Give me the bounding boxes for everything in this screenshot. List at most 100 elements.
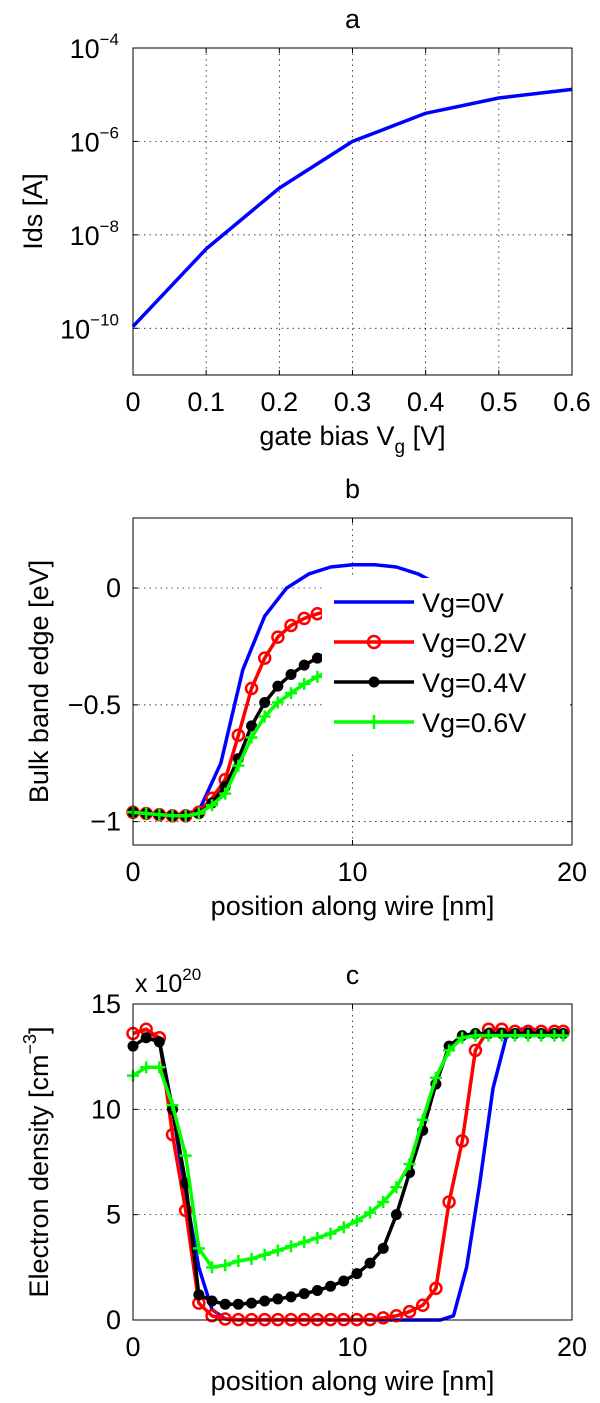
series-line	[132, 1033, 564, 1270]
data-point	[403, 1158, 416, 1171]
data-point	[297, 611, 311, 626]
y-tick-exponent: −8	[100, 217, 119, 236]
data-point	[364, 1257, 376, 1269]
data-point	[271, 630, 285, 644]
data-point	[443, 1044, 456, 1057]
data-point	[246, 720, 258, 732]
legend-marker	[368, 676, 380, 688]
data-point	[153, 1036, 165, 1048]
chart-panel-c: 0 10 20 15 10 5 0 c position along wire [nm] Elec…	[20, 960, 587, 1396]
data-point	[429, 1281, 443, 1296]
data-point	[192, 1242, 205, 1255]
data-point	[298, 1236, 311, 1249]
data-point	[415, 1298, 430, 1313]
data-point	[350, 1214, 363, 1227]
x-tick-label: 0	[125, 1332, 140, 1362]
y-axis-label-end: ]	[24, 1026, 54, 1034]
data-point	[522, 1029, 535, 1042]
x-axis-label-text: gate bias V	[259, 421, 394, 451]
legend-marker	[367, 715, 381, 729]
chart-panel-b: 0 10 20 0 −0.5 −1 b position along wire [nm] Bul…	[24, 474, 587, 921]
data-point	[298, 659, 310, 671]
y-axis-label: Ids [A]	[18, 173, 48, 250]
data-point	[298, 1288, 310, 1300]
x-axis-label-text: position along wire [nm]	[211, 891, 495, 921]
x-tick-label: 0.6	[553, 387, 591, 417]
data-point	[257, 651, 272, 665]
y-tick-label: 10−6	[70, 123, 119, 157]
data-point	[206, 799, 219, 812]
y-tick-exponent: −10	[90, 310, 119, 329]
data-point	[178, 1203, 193, 1218]
data-point	[272, 680, 284, 692]
data-point	[495, 1029, 508, 1042]
axis-multiplier: x 1020	[135, 965, 201, 998]
y-tick-label: 0	[106, 573, 121, 603]
y-tick-label: 10−8	[70, 217, 119, 251]
data-point	[469, 1029, 482, 1042]
chart-title: a	[345, 4, 361, 34]
y-tick-base: 10	[70, 221, 100, 251]
data-point	[258, 710, 271, 723]
data-point	[298, 677, 311, 690]
y-tick-label: 10−10	[60, 310, 119, 344]
data-point	[259, 1295, 271, 1307]
axis-multiplier-base: x 10	[135, 970, 182, 998]
x-tick-label: 10	[337, 1332, 367, 1362]
data-point	[376, 1311, 390, 1325]
y-tick-label: 15	[91, 989, 121, 1019]
y-tick-base: 10	[60, 314, 90, 344]
data-point	[179, 809, 192, 822]
data-point	[258, 1248, 271, 1261]
data-point	[153, 1061, 166, 1074]
x-axis-label-unit: [V]	[405, 421, 446, 451]
data-point	[324, 1227, 337, 1240]
data-point	[259, 697, 271, 709]
data-point	[244, 681, 259, 696]
data-point	[179, 1149, 192, 1162]
x-axis-label: position along wire [nm]	[211, 891, 495, 921]
data-point	[140, 1061, 153, 1074]
data-point	[192, 807, 205, 820]
data-point	[377, 1242, 389, 1254]
data-point	[245, 731, 258, 744]
data-point	[193, 1289, 205, 1301]
data-point	[442, 1195, 456, 1209]
x-axis-label-subscript: g	[395, 437, 406, 458]
data-point	[557, 1029, 570, 1042]
data-point	[206, 1295, 218, 1307]
data-point	[219, 1259, 232, 1272]
data-point	[535, 1029, 548, 1042]
x-tick-label: 20	[557, 857, 587, 887]
data-point	[285, 1240, 298, 1253]
data-point	[166, 1099, 179, 1112]
x-tick-label: 0	[125, 387, 140, 417]
legend-item: Vg=0.2V	[334, 628, 526, 658]
y-tick-exponent: −6	[100, 123, 119, 142]
data-point	[219, 1298, 231, 1310]
legend-label: Vg=0.6V	[422, 708, 526, 738]
data-point	[311, 1231, 324, 1244]
x-axis-label: position along wire [nm]	[211, 1366, 495, 1396]
data-point	[456, 1031, 469, 1044]
y-tick-base: 10	[70, 34, 100, 64]
data-point	[311, 670, 324, 683]
y-tick-label: −1	[90, 807, 121, 837]
x-axis-label: gate bias Vg [V]	[259, 421, 445, 458]
y-tick-label: 5	[106, 1200, 121, 1230]
x-tick-label: 0.3	[334, 387, 372, 417]
data-point	[429, 1071, 442, 1084]
data-point	[232, 1255, 245, 1268]
data-point	[271, 696, 284, 709]
y-axis-label-superscript: −3	[20, 1034, 40, 1055]
data-point	[218, 1312, 232, 1326]
legend-label: Vg=0.4V	[422, 668, 526, 698]
data-point	[390, 1209, 402, 1221]
data-point	[140, 1032, 152, 1044]
x-tick-label: 0	[125, 857, 140, 887]
data-point	[271, 1244, 284, 1257]
x-tick-label: 0.2	[261, 387, 299, 417]
chart-panel-a: 0 0.1 0.2 0.3 0.4 0.5 0.610−410−610−810−10agat…	[18, 4, 591, 458]
y-axis-label: Electron density [cm−3]	[20, 1026, 54, 1297]
